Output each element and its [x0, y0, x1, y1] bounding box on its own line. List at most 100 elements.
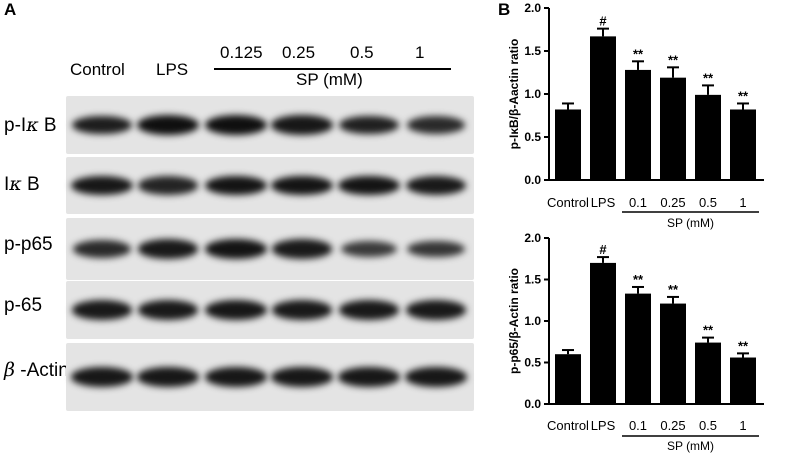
blot-band	[271, 239, 333, 259]
blot-band	[271, 175, 333, 196]
blot-band	[205, 367, 267, 387]
sp-bracket-line	[214, 68, 451, 70]
blot-band	[205, 175, 267, 196]
bar	[730, 357, 756, 404]
x-tick-label: 0.1	[629, 418, 647, 433]
significance-label: **	[668, 282, 679, 297]
x-tick-label: LPS	[591, 195, 616, 210]
y-axis-label: p-IκB/β-Aactin ratio	[507, 39, 521, 150]
bar	[660, 303, 686, 404]
y-tick-label: 1.5	[524, 273, 541, 287]
blot-panel-ikb	[66, 157, 474, 214]
x-tick-label: 0.25	[660, 418, 685, 433]
significance-label: **	[738, 338, 749, 353]
lane-label-025: 0.25	[282, 43, 316, 62]
blot-band	[271, 367, 333, 387]
x-tick-label: Control	[547, 418, 589, 433]
lane-label-05: 0.5	[350, 43, 374, 62]
blot-band	[137, 367, 199, 387]
blot-panel-p-p65	[66, 218, 474, 280]
panel-a-letter: A	[4, 0, 17, 19]
sp-treatment-label: SP (mM)	[296, 70, 363, 89]
blot-label-beta-actin: β -Actin	[4, 359, 69, 381]
significance-label: #	[599, 14, 607, 29]
blot-band	[138, 176, 198, 195]
y-tick-label: 1.0	[524, 87, 541, 101]
x-tick-label: 1	[739, 195, 746, 210]
y-tick-label: 0.5	[524, 130, 541, 144]
blot-band	[71, 175, 133, 196]
blot-label-p-65: p-65	[4, 295, 43, 316]
lane-label-1: 1	[415, 43, 425, 62]
blot-band	[339, 115, 399, 135]
blot-band	[205, 300, 267, 320]
x-tick-label: Control	[547, 195, 589, 210]
lane-label-0125: 0.125	[220, 43, 263, 62]
blot-band	[72, 240, 132, 258]
y-tick-label: 2.0	[524, 231, 541, 245]
significance-label: **	[703, 323, 714, 338]
bar	[590, 262, 616, 404]
blot-band	[340, 240, 398, 258]
blot-band	[405, 175, 467, 196]
blot-band	[338, 300, 400, 320]
blot-band	[137, 115, 199, 135]
blot-band	[71, 115, 133, 135]
blot-band	[407, 240, 465, 258]
blot-panel-p-ikb	[66, 96, 474, 154]
blot-band	[205, 239, 267, 259]
bar	[660, 77, 686, 180]
blot-band	[271, 300, 333, 320]
significance-label: **	[668, 52, 679, 67]
blot-band	[71, 300, 133, 320]
blot-band	[406, 116, 466, 134]
bar	[625, 69, 651, 180]
blot-band	[205, 115, 267, 135]
lane-label-lps: LPS	[156, 60, 189, 79]
y-tick-label: 2.0	[524, 1, 541, 15]
blot-band	[71, 367, 133, 387]
x-tick-label: 0.5	[699, 418, 717, 433]
y-tick-label: 1.5	[524, 44, 541, 58]
blot-band	[271, 115, 333, 135]
group-label: SP (mM)	[667, 216, 714, 230]
blot-label-p-p65: p-p65	[4, 234, 53, 255]
x-tick-label: 0.1	[629, 195, 647, 210]
lane-label-control: Control	[70, 60, 125, 79]
bar	[555, 109, 581, 180]
x-tick-label: 0.25	[660, 195, 685, 210]
y-tick-label: 0.0	[524, 173, 541, 187]
significance-label: **	[633, 46, 644, 61]
blot-band	[338, 367, 400, 387]
y-axis-label: p-p65/β-Actin ratio	[507, 268, 521, 374]
significance-label: **	[703, 70, 714, 85]
y-tick-label: 0.0	[524, 397, 541, 411]
bar	[555, 354, 581, 404]
panel-b-letter: B	[498, 0, 511, 19]
group-label: SP (mM)	[667, 439, 714, 453]
blot-band	[405, 300, 467, 320]
bar	[695, 342, 721, 404]
significance-label: **	[738, 88, 749, 103]
blot-band	[405, 367, 467, 387]
blot-panel-beta-actin	[66, 343, 474, 411]
x-tick-label: 0.5	[699, 195, 717, 210]
bar	[695, 94, 721, 180]
y-tick-label: 1.0	[524, 314, 541, 328]
blot-band	[137, 300, 199, 320]
significance-label: #	[599, 242, 607, 257]
blot-label-ikb: Iκ B	[4, 173, 40, 195]
y-tick-label: 0.5	[524, 356, 541, 370]
x-tick-label: LPS	[591, 418, 616, 433]
bar-charts: 0.0 0.5 1.0 1.5 2.0 p-IκB/β-Aactin ratio Contr…	[507, 1, 764, 453]
blot-band	[338, 175, 400, 196]
significance-label: **	[633, 272, 644, 287]
x-tick-label: 1	[739, 418, 746, 433]
blot-band	[137, 239, 199, 259]
bar	[730, 109, 756, 180]
bar	[625, 293, 651, 404]
blot-panel-p-65	[66, 281, 474, 339]
blot-label-p-ikb: p-Iκ B	[4, 114, 57, 136]
bar	[590, 36, 616, 180]
